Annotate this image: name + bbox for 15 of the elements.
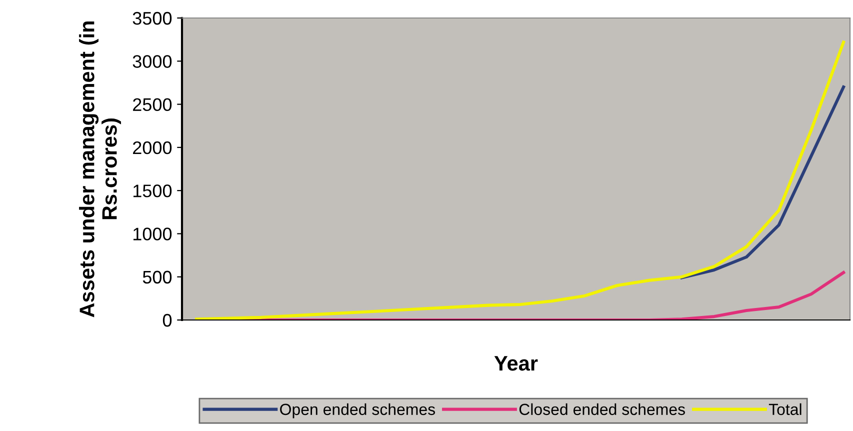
y-tick-label: 0	[162, 314, 172, 327]
legend-label: Open ended schemes	[280, 403, 435, 418]
y-axis-title: Assets under management (in Rs.crores)	[79, 22, 122, 318]
y-tick-label: 1000	[133, 228, 172, 240]
y-tick-label: 3500	[132, 12, 172, 25]
x-axis-title: Year	[494, 356, 538, 371]
y-tick-label: 500	[142, 270, 172, 284]
legend-label: Closed ended schemes	[519, 403, 685, 416]
line-series	[680, 86, 846, 280]
y-tick-label: 2000	[133, 141, 172, 154]
y-tick-label: 1500	[133, 184, 172, 198]
line-series	[195, 40, 846, 320]
y-tick-label: 3000	[132, 55, 172, 68]
y-tick-label: 2500	[133, 98, 172, 112]
legend-label: Total	[768, 403, 802, 416]
